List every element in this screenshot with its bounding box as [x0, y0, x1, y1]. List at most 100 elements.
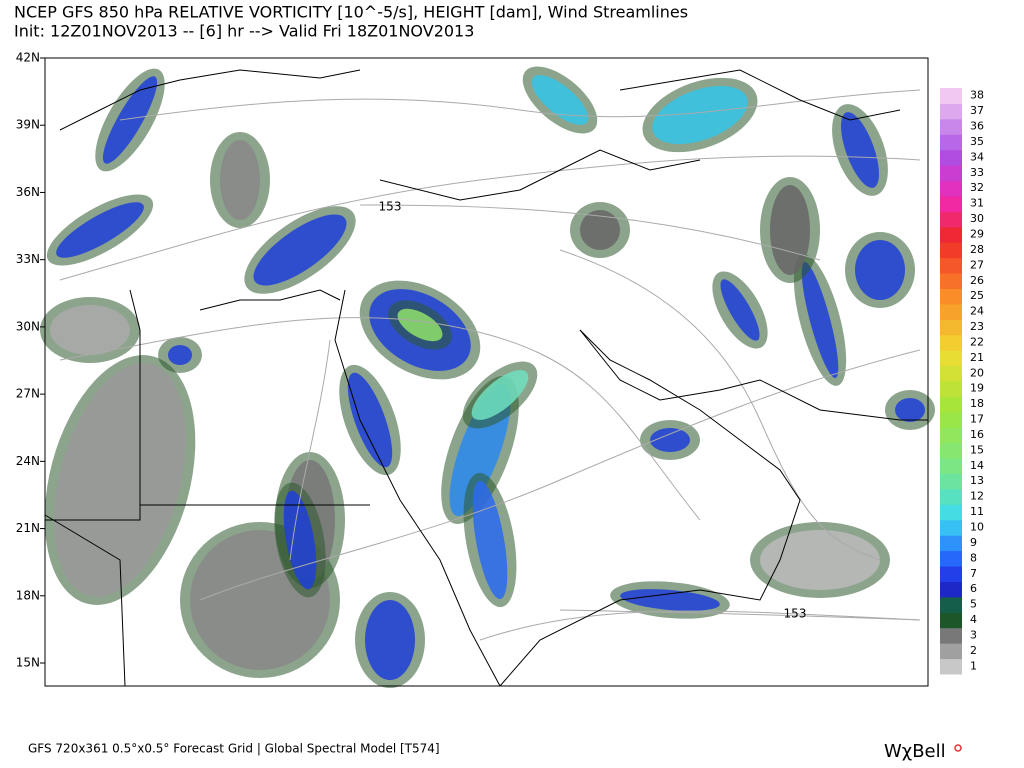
vorticity-blob	[397, 308, 443, 342]
colorbar-label: 36	[970, 120, 984, 133]
colorbar-label: 10	[970, 521, 984, 534]
colorbar-label: 19	[970, 382, 984, 395]
colorbar-swatch	[940, 458, 962, 475]
colorbar-label: 12	[970, 490, 984, 503]
colorbar-swatch	[940, 427, 962, 444]
colorbar-swatch	[940, 596, 962, 613]
coastline	[59, 69, 361, 131]
height-contour	[559, 609, 921, 621]
streamline	[479, 610, 921, 641]
colorbar-swatch	[940, 149, 962, 166]
colorbar-label: 20	[970, 366, 984, 379]
streamline	[119, 89, 921, 121]
colorbar-swatch	[940, 226, 962, 243]
colorbar-swatch	[940, 319, 962, 336]
colorbar-label: 24	[970, 305, 984, 318]
lat-label: 18N	[16, 588, 40, 602]
vorticity-blob	[760, 530, 880, 590]
colorbar-label: 30	[970, 212, 984, 225]
colorbar-label: 31	[970, 197, 984, 210]
streamline	[59, 317, 701, 521]
colorbar-swatch	[940, 334, 962, 351]
colorbar-swatch	[940, 365, 962, 382]
colorbar: 1234567891011121314151617181920212223242…	[940, 88, 984, 675]
colorbar-label: 32	[970, 181, 984, 194]
colorbar-label: 21	[970, 351, 984, 364]
colorbar-swatch	[940, 488, 962, 505]
vorticity-blob	[652, 85, 748, 145]
colorbar-label: 27	[970, 258, 984, 271]
vorticity-blob	[841, 112, 879, 188]
map: 153 153	[40, 57, 935, 688]
vorticity-blob	[855, 240, 905, 300]
vorticity-blob	[895, 398, 925, 422]
colorbar-label: 34	[970, 150, 984, 163]
colorbar-swatch	[940, 180, 962, 197]
colorbar-swatch	[940, 411, 962, 428]
coastline	[579, 329, 928, 421]
colorbar-swatch	[940, 519, 962, 536]
colorbar-label: 15	[970, 443, 984, 456]
lat-label: 39N	[16, 118, 40, 132]
colorbar-swatch	[940, 118, 962, 135]
vorticity-blob	[531, 75, 589, 125]
colorbar-swatch	[940, 550, 962, 567]
colorbar-label: 38	[970, 89, 984, 102]
vorticity-blob	[56, 202, 144, 258]
colorbar-label: 6	[970, 582, 977, 595]
colorbar-swatch	[940, 288, 962, 305]
colorbar-swatch	[940, 504, 962, 521]
colorbar-swatch	[940, 165, 962, 182]
vorticity-blob	[620, 589, 720, 611]
vorticity-blob	[801, 261, 839, 379]
coastlines	[44, 69, 928, 687]
colorbar-swatch	[940, 535, 962, 552]
vorticity-blob	[770, 185, 810, 275]
colorbar-swatch	[940, 303, 962, 320]
colorbar-swatch	[940, 612, 962, 629]
lat-label: 27N	[16, 387, 40, 401]
colorbar-label: 37	[970, 104, 984, 117]
lat-label: 30N	[16, 319, 40, 333]
colorbar-label: 3	[970, 628, 977, 641]
colorbar-label: 18	[970, 397, 984, 410]
lat-label: 33N	[16, 252, 40, 266]
vorticity-blob	[102, 76, 158, 164]
lat-label: 21N	[16, 521, 40, 535]
colorbar-label: 17	[970, 413, 984, 426]
colorbar-label: 1	[970, 659, 977, 672]
colorbar-label: 16	[970, 428, 984, 441]
colorbar-swatch	[940, 242, 962, 259]
lat-label: 42N	[16, 51, 40, 65]
colorbar-swatch	[940, 211, 962, 228]
border	[44, 514, 126, 687]
colorbar-swatch	[940, 566, 962, 582]
colorbar-swatch	[940, 195, 962, 212]
latitude-labels: 42N 39N 36N 33N 30N 27N 24N 21N 18N 15N	[16, 51, 45, 670]
streamlines	[59, 89, 921, 641]
colorbar-label: 8	[970, 551, 977, 564]
colorbar-label: 29	[970, 228, 984, 241]
coastline	[199, 289, 341, 311]
colorbar-swatch	[940, 103, 962, 120]
colorbar-swatch	[940, 273, 962, 289]
colorbar-label: 2	[970, 644, 977, 657]
logo: WχBell	[884, 741, 946, 762]
colorbar-swatch	[940, 381, 962, 397]
contour-label: 153	[784, 607, 807, 621]
vorticity-blob	[580, 210, 620, 250]
streamline	[559, 249, 881, 561]
lat-label: 15N	[16, 656, 40, 670]
vorticity-blob	[253, 214, 347, 286]
vorticity-blob	[168, 345, 192, 365]
border	[45, 289, 141, 521]
streamline	[59, 155, 921, 281]
vorticity-blob	[50, 305, 130, 355]
vorticity-field	[40, 66, 935, 688]
footer-text: GFS 720x361 0.5°x0.5° Forecast Grid | Gl…	[28, 742, 440, 756]
coastline	[619, 69, 901, 121]
streamline	[199, 349, 921, 601]
colorbar-label: 7	[970, 567, 977, 580]
colorbar-label: 22	[970, 335, 984, 348]
